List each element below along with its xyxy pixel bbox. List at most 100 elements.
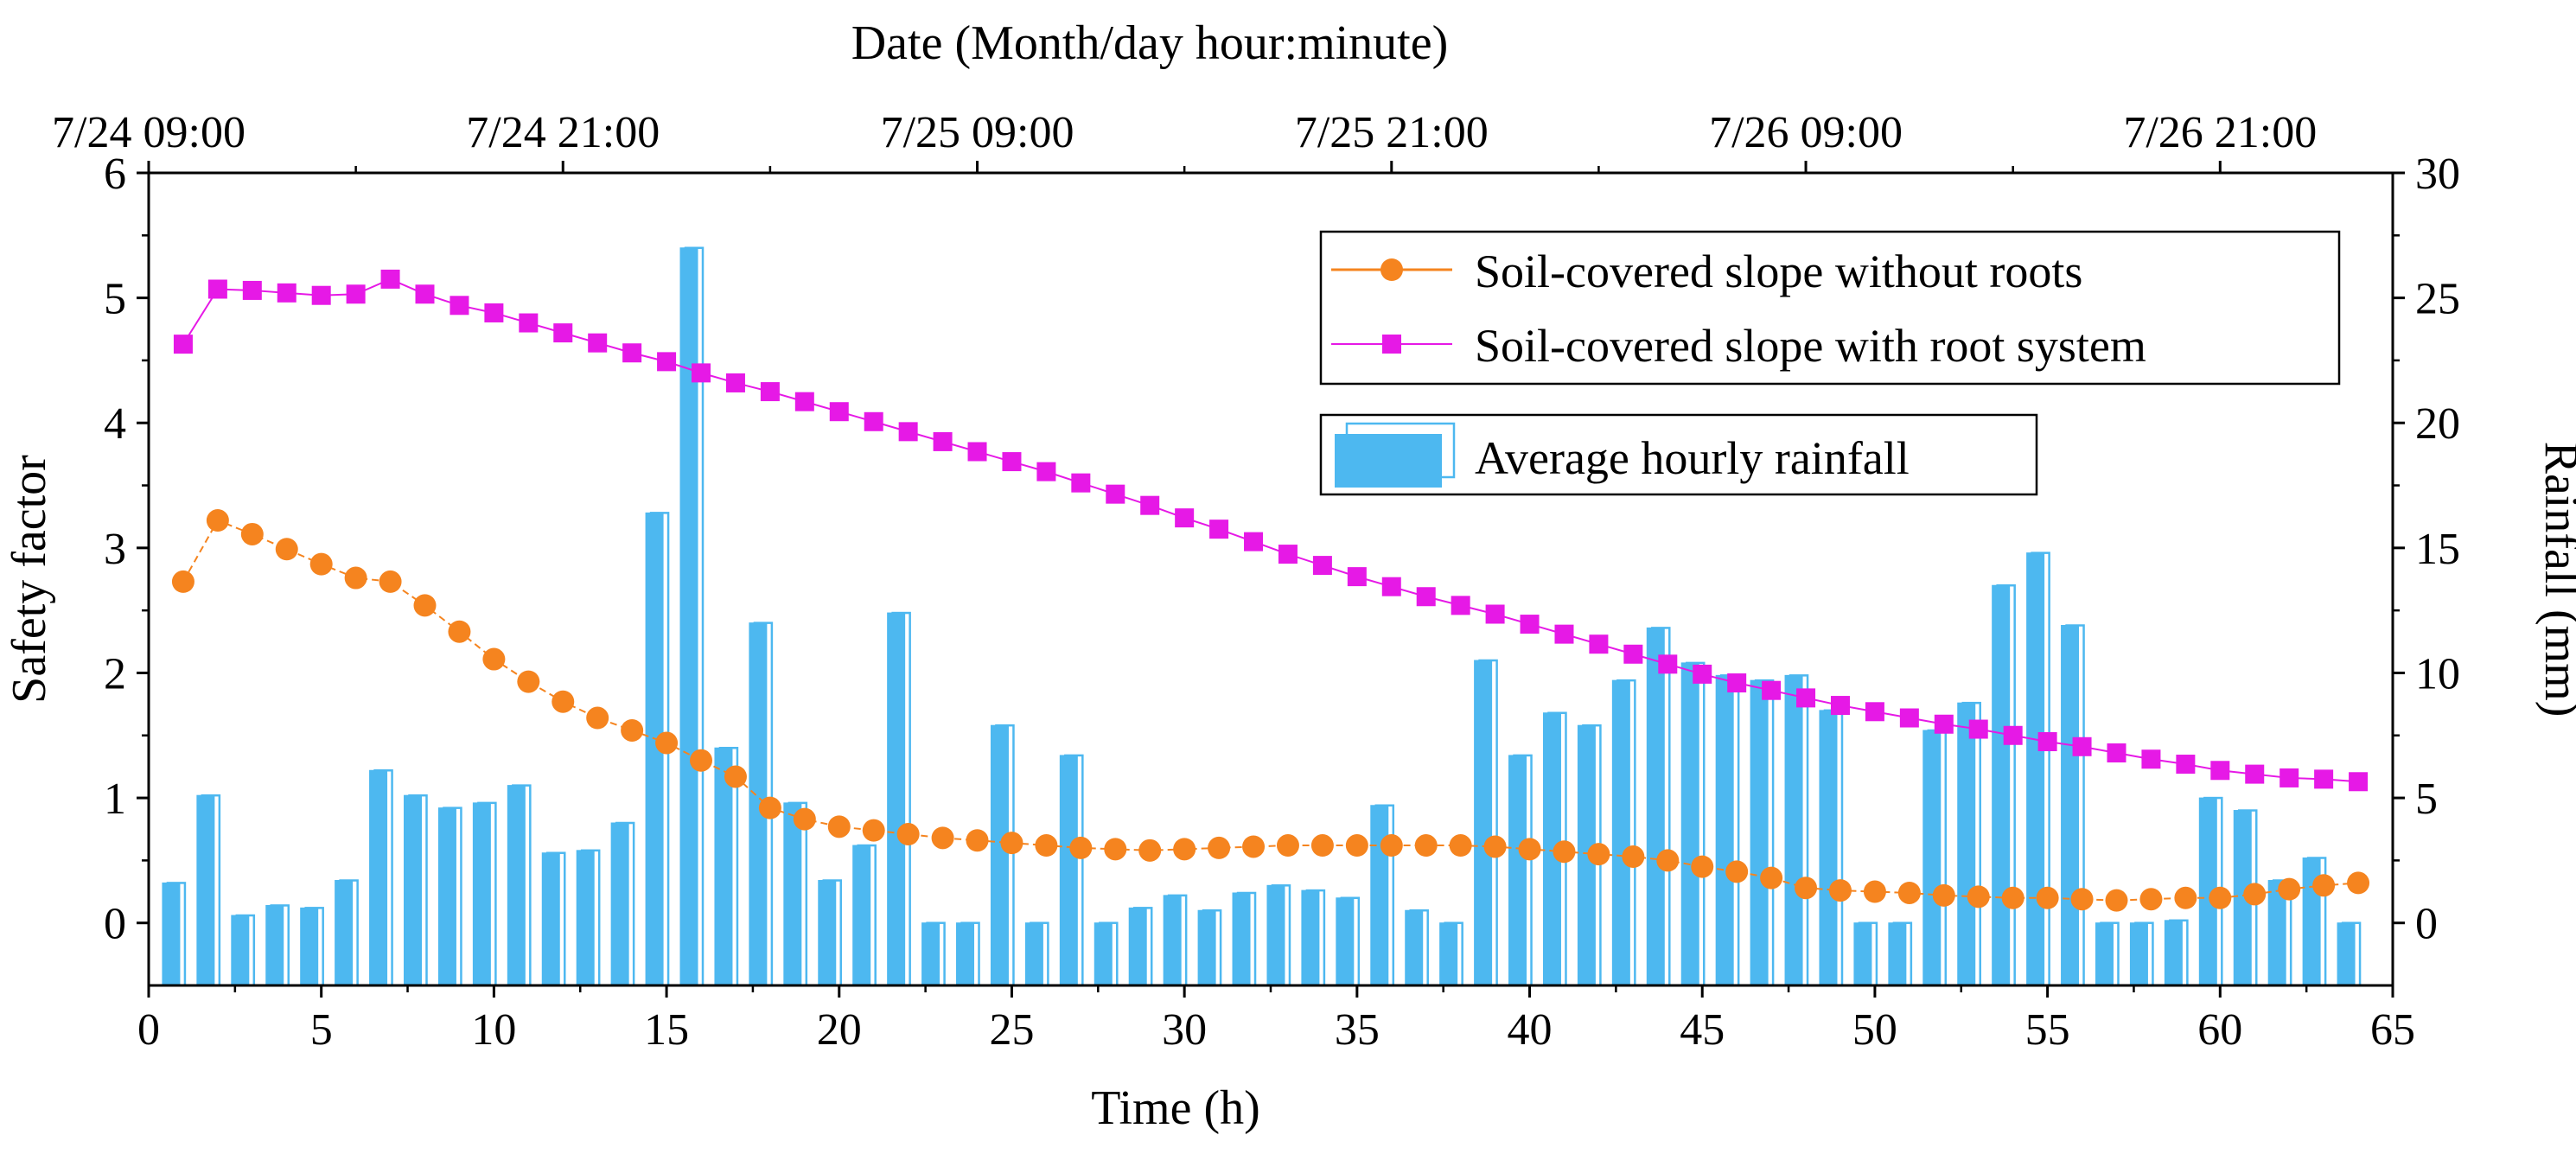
data-point-without-roots <box>758 796 781 819</box>
data-point-with-roots <box>2210 761 2230 781</box>
legend-lines-box <box>1319 230 2341 386</box>
rainfall-bar <box>2164 920 2183 986</box>
left-tick-label: 2 <box>104 649 126 698</box>
data-point-with-roots <box>2280 768 2299 787</box>
data-point-with-roots <box>242 280 262 300</box>
rainfall-bar <box>1197 909 1216 986</box>
rainfall-bar <box>1370 805 1389 986</box>
left-tick-label: 5 <box>104 275 126 324</box>
left-tick-label: 1 <box>104 775 126 824</box>
data-point-without-roots <box>2105 889 2128 912</box>
data-point-without-roots <box>1967 885 1990 909</box>
data-point-with-roots <box>2107 743 2126 763</box>
data-point-without-roots <box>1897 881 1921 904</box>
data-point-without-roots <box>2070 888 2094 911</box>
data-point-with-roots <box>2037 732 2057 751</box>
data-point-with-roots <box>1485 604 1505 624</box>
data-point-without-roots <box>1828 879 1852 902</box>
data-point-without-roots <box>448 620 471 643</box>
legend-swatch-bar-fill <box>1335 434 1442 488</box>
data-point-without-roots <box>1276 834 1299 858</box>
rainfall-bar <box>783 802 802 986</box>
data-point-without-roots <box>1069 836 1093 859</box>
rainfall-bar <box>1128 907 1147 986</box>
data-point-without-roots <box>2243 883 2267 906</box>
series-line-with-roots <box>182 277 2359 783</box>
rainfall-bar <box>1680 662 1699 986</box>
rainfall-bar <box>1301 889 1320 986</box>
data-point-with-roots <box>1830 696 1850 716</box>
data-point-with-roots <box>311 285 331 305</box>
data-point-with-roots <box>1347 567 1367 587</box>
data-point-with-roots <box>2141 749 2161 769</box>
data-point-with-roots <box>1554 624 1574 644</box>
data-point-with-roots <box>725 373 745 392</box>
x-axis-title: Time (h) <box>1091 1081 1260 1135</box>
x-tick-label: 30 <box>1162 1005 1207 1055</box>
data-point-with-roots <box>2349 772 2369 792</box>
data-point-with-roots <box>1106 484 1125 504</box>
data-point-with-roots <box>553 323 573 343</box>
top-tick-label: 7/24 09:00 <box>52 108 245 157</box>
rainfall-bar <box>1232 892 1251 986</box>
rainfall-bar <box>610 822 629 986</box>
data-point-without-roots <box>2347 871 2370 895</box>
series-line-without-roots <box>182 519 2359 902</box>
top-tick-label: 7/24 21:00 <box>466 108 660 157</box>
top-tick-label: 7/25 21:00 <box>1295 108 1489 157</box>
data-point-without-roots <box>724 765 747 788</box>
data-point-with-roots <box>1381 577 1401 596</box>
data-point-without-roots <box>586 706 609 730</box>
rainfall-bar <box>1646 627 1665 986</box>
rainfall-bar <box>1888 922 1907 986</box>
data-point-without-roots <box>1863 880 1886 903</box>
data-point-without-roots <box>931 826 954 850</box>
rainfall-bar <box>404 794 423 986</box>
data-point-without-roots <box>1138 838 1162 862</box>
x-tick-label: 35 <box>1335 1005 1380 1055</box>
data-point-without-roots <box>827 815 851 838</box>
rainfall-bar <box>1957 702 1976 986</box>
data-point-without-roots <box>1414 834 1438 858</box>
x-tick-label: 60 <box>2197 1005 2242 1055</box>
rainfall-bar <box>437 807 456 986</box>
left-tick-label: 6 <box>104 150 126 199</box>
data-point-without-roots <box>206 509 229 532</box>
data-point-without-roots <box>1932 883 1955 907</box>
data-point-without-roots <box>621 718 644 742</box>
x-tick-label: 40 <box>1508 1005 1553 1055</box>
rainfall-bar <box>1611 679 1630 986</box>
data-point-without-roots <box>275 538 298 561</box>
legend-entry-with-roots: Soil-covered slope with root system <box>1331 320 2146 372</box>
rainfall-bar <box>300 907 319 986</box>
rainfall-bar <box>921 922 940 986</box>
data-point-without-roots <box>2174 886 2197 909</box>
right-tick-label: 20 <box>2415 399 2460 449</box>
legend-rainfall: Average hourly rainfall <box>1319 413 2038 496</box>
data-point-without-roots <box>482 647 506 671</box>
rainfall-bar <box>956 922 975 986</box>
legend-lines: Soil-covered slope without roots Soil-co… <box>1319 230 2341 386</box>
data-point-with-roots <box>794 392 814 411</box>
data-point-without-roots <box>690 749 713 772</box>
data-point-with-roots <box>760 382 780 402</box>
data-point-with-roots <box>519 313 539 333</box>
data-point-without-roots <box>896 823 920 846</box>
left-tick-label: 4 <box>104 399 126 449</box>
data-point-without-roots <box>966 829 989 852</box>
rainfall-bar <box>231 915 250 986</box>
legend-label-without-roots: Soil-covered slope without roots <box>1475 245 2082 297</box>
data-point-without-roots <box>379 570 402 593</box>
rainfall-bar <box>852 845 871 986</box>
data-point-without-roots <box>1795 877 1818 900</box>
legend-marker-square <box>1382 335 1401 354</box>
data-point-with-roots <box>277 283 296 303</box>
right-tick-label: 5 <box>2415 775 2438 824</box>
data-point-with-roots <box>450 296 469 316</box>
rainfall-bar <box>162 882 181 986</box>
data-point-without-roots <box>1173 838 1196 861</box>
x-tick-label: 65 <box>2370 1005 2415 1055</box>
top-tick-label: 7/25 09:00 <box>881 108 1074 157</box>
rainfall-bar <box>196 794 215 986</box>
